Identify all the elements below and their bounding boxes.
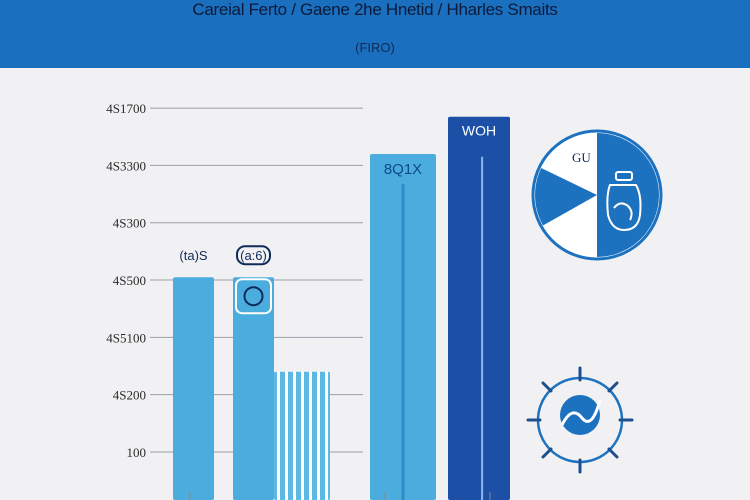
y-tick-label: 4S5100: [106, 330, 146, 345]
pie-chart-icon: GU: [531, 129, 663, 261]
bar-3: [274, 371, 330, 500]
bar-labels: (ta)S (a:6) 8Q1X WOH: [179, 123, 496, 315]
y-tick-label: 100: [127, 445, 147, 460]
bar-1: [173, 277, 214, 500]
chart-subtitle: (FIRO): [355, 40, 395, 55]
jar-icon: [606, 171, 642, 232]
shield-badge-icon: [235, 245, 272, 315]
bars: [173, 116, 510, 500]
chart-title: Careial Ferto / Gaene 2he Hnetid / Hharl…: [192, 0, 558, 19]
y-axis-ticks: 4S1700 4S3300 4S300 4S500 4S5100 4S200 100: [106, 101, 146, 460]
y-tick-label: 4S300: [113, 216, 146, 231]
y-tick-label: 4S3300: [106, 158, 146, 173]
bar-5: [448, 116, 510, 500]
bar-4-label: 8Q1X: [384, 161, 422, 178]
bar-5-label: WOH: [462, 123, 496, 139]
bar-1-label: (ta)S: [179, 248, 208, 263]
bar-2: [233, 277, 274, 500]
y-tick-label: 4S500: [113, 273, 146, 288]
y-tick-label: 4S1700: [106, 101, 146, 116]
y-tick-label: 4S200: [113, 388, 146, 403]
x-axis-ticks: [189, 492, 491, 500]
pie-badge-label: GU: [572, 150, 591, 165]
bar-2-label: (a:6): [240, 248, 267, 263]
globe-compass-icon: [526, 366, 634, 474]
header-banner: Careial Ferto / Gaene 2he Hnetid / Hharl…: [0, 0, 750, 68]
